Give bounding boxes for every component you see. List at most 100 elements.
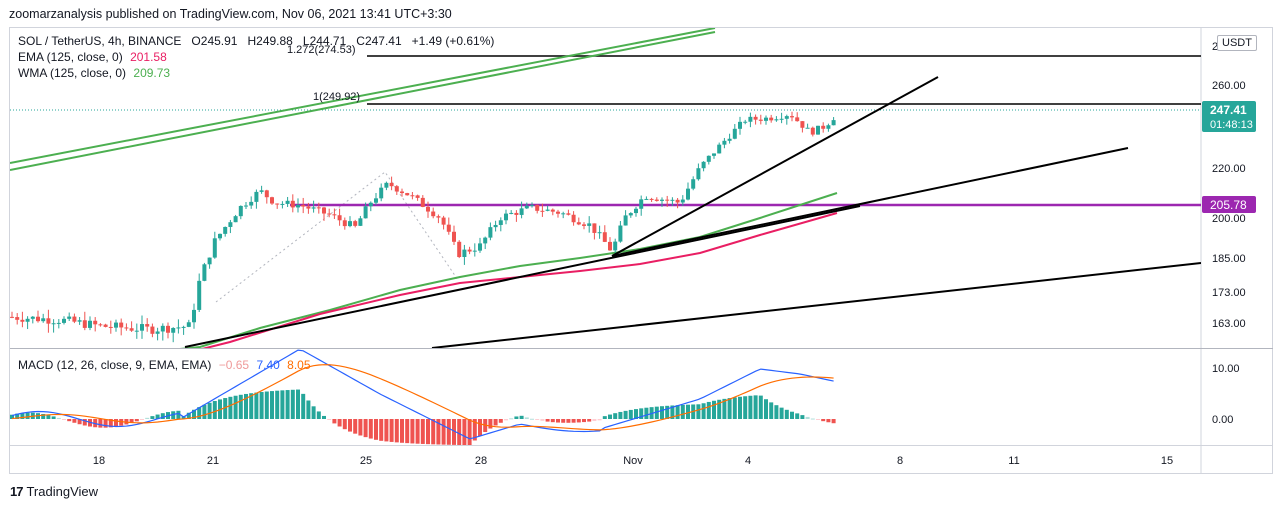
candle-body bbox=[316, 207, 321, 209]
histogram-bar bbox=[405, 419, 410, 444]
candle-body bbox=[379, 187, 384, 199]
candle-body bbox=[784, 116, 789, 119]
histogram-bar bbox=[628, 409, 633, 419]
histogram-bar bbox=[634, 409, 638, 419]
histogram-bar bbox=[348, 419, 352, 432]
tradingview-brand[interactable]: 17 TradingView bbox=[10, 484, 98, 499]
candle-body bbox=[550, 209, 555, 212]
histogram-bar bbox=[665, 405, 670, 419]
legend-wma-row[interactable]: WMA (125, close, 0) 209.73 bbox=[18, 65, 494, 81]
candle-body bbox=[426, 206, 430, 212]
candle-body bbox=[290, 200, 295, 208]
time-axis[interactable]: 18 21 25 28 Nov 4 8 11 15 bbox=[93, 455, 1173, 467]
time-tick: 25 bbox=[360, 455, 372, 467]
candle-body bbox=[41, 318, 46, 322]
candle-body bbox=[649, 198, 654, 200]
candle-body bbox=[25, 318, 30, 322]
channel-line-lower[interactable] bbox=[10, 31, 716, 171]
histogram-bar bbox=[753, 395, 758, 419]
candle-body bbox=[358, 218, 363, 226]
histogram-bar bbox=[701, 403, 706, 419]
candle-body bbox=[93, 320, 98, 325]
histogram-bar bbox=[316, 411, 321, 419]
histogram-bar bbox=[618, 411, 623, 419]
currency-selector[interactable]: USDT bbox=[1217, 35, 1257, 51]
histogram-bar bbox=[25, 412, 30, 419]
candle-body bbox=[119, 322, 124, 328]
current-price-tag bbox=[1202, 101, 1256, 132]
candle-body bbox=[795, 117, 800, 122]
legend-symbol-row: SOL / TetherUS, 4h, BINANCE O245.91 H249… bbox=[18, 33, 494, 49]
candle-body bbox=[67, 316, 72, 319]
candle-body bbox=[98, 324, 103, 326]
histogram-bar bbox=[732, 397, 737, 419]
candle-body bbox=[197, 280, 202, 310]
histogram-bar bbox=[748, 395, 753, 419]
histogram-bar bbox=[332, 419, 337, 424]
histogram-bar bbox=[400, 419, 404, 443]
histogram-bar bbox=[758, 395, 763, 419]
candle-body bbox=[238, 205, 243, 217]
histogram-bar bbox=[556, 419, 560, 423]
candle-body bbox=[602, 232, 607, 242]
histogram-bar bbox=[826, 419, 831, 423]
candle-body bbox=[634, 208, 638, 214]
candle-body bbox=[337, 215, 342, 221]
histogram-bar bbox=[602, 416, 607, 419]
histogram-bar bbox=[743, 396, 748, 419]
candle-body bbox=[665, 199, 670, 201]
histogram-bar bbox=[264, 391, 269, 419]
candle-body bbox=[36, 316, 40, 322]
candle-body bbox=[696, 168, 701, 180]
price-pane[interactable]: 1.272(274.53) 1(249.92) bbox=[10, 28, 1201, 372]
trendline-lower[interactable] bbox=[184, 205, 861, 348]
histogram-bar bbox=[805, 416, 810, 419]
symbol-name[interactable]: SOL / TetherUS, 4h, BINANCE bbox=[18, 34, 182, 48]
candle-body bbox=[753, 116, 758, 120]
candle-body bbox=[374, 198, 378, 203]
candle-body bbox=[524, 205, 529, 209]
histogram-bar bbox=[290, 389, 295, 419]
candle-body bbox=[202, 264, 207, 281]
histogram-bar bbox=[769, 402, 774, 419]
level-tag bbox=[1202, 196, 1256, 213]
ohlc-change: +1.49 (+0.61%) bbox=[411, 34, 495, 48]
histogram-bar bbox=[493, 419, 498, 426]
time-tick: 18 bbox=[93, 455, 105, 467]
histogram-bar bbox=[228, 396, 233, 419]
tradingview-logo-icon: 17 bbox=[10, 484, 24, 499]
candle-body bbox=[368, 202, 373, 207]
trendline-wedge-upper[interactable] bbox=[611, 76, 939, 257]
candle-body bbox=[394, 186, 399, 192]
histogram-bar bbox=[800, 415, 805, 419]
candle-body bbox=[738, 121, 742, 129]
candle-body bbox=[592, 223, 597, 233]
candle-body bbox=[779, 118, 784, 120]
trendline-wedge-lower[interactable] bbox=[611, 147, 1129, 257]
histogram-bar bbox=[810, 418, 815, 420]
candle-body bbox=[639, 199, 644, 209]
histogram-bar bbox=[327, 419, 332, 420]
candle-body bbox=[77, 320, 82, 322]
histogram-bar bbox=[446, 419, 451, 445]
channel-line-upper[interactable] bbox=[10, 28, 716, 164]
trendline-long[interactable] bbox=[431, 262, 1201, 348]
histogram-bar bbox=[176, 410, 181, 419]
wma-label: WMA (125, close, 0) bbox=[18, 66, 127, 80]
macd-legend[interactable]: MACD (12, 26, close, 9, EMA, EMA) −0.65 … bbox=[18, 358, 315, 372]
time-tick: 21 bbox=[207, 455, 219, 467]
candle-body bbox=[155, 331, 160, 334]
chart-legend: SOL / TetherUS, 4h, BINANCE O245.91 H249… bbox=[18, 33, 494, 81]
legend-ema-row[interactable]: EMA (125, close, 0) 201.58 bbox=[18, 49, 494, 65]
candle-body bbox=[608, 241, 612, 251]
candle-body bbox=[535, 204, 540, 211]
histogram-bar bbox=[46, 415, 51, 419]
candle-body bbox=[311, 207, 316, 209]
candle-body bbox=[270, 197, 274, 204]
histogram-bar bbox=[738, 396, 742, 419]
chart-frame[interactable] bbox=[9, 27, 1273, 474]
wma-line bbox=[179, 192, 838, 348]
price-axis[interactable]: 2 260.00 220.00 200.00 185.00 173.00 163… bbox=[1202, 41, 1256, 426]
macd-pane[interactable] bbox=[10, 349, 836, 445]
